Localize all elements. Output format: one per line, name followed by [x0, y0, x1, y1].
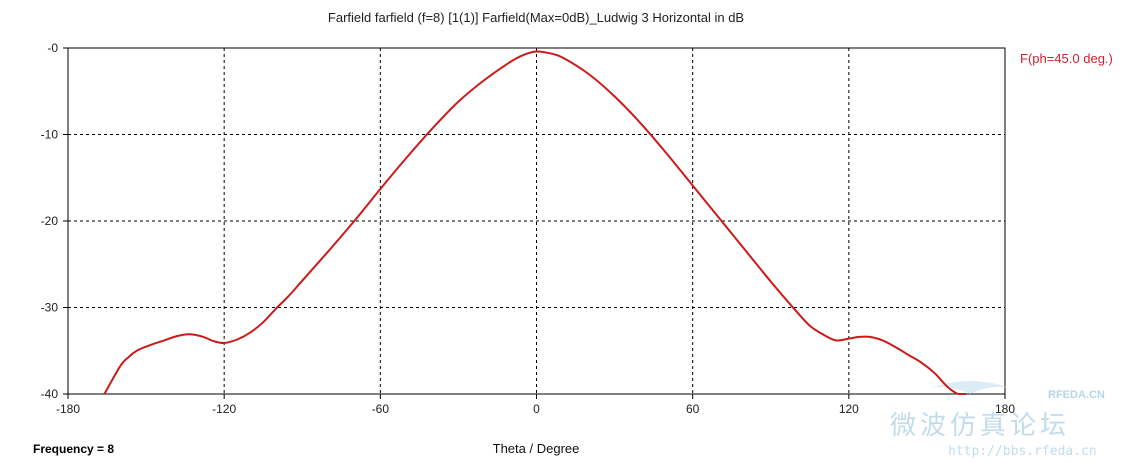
x-tick-label: -60: [372, 402, 390, 416]
x-axis-label: Theta / Degree: [493, 441, 580, 456]
watermark-cn: 微波仿真论坛: [890, 410, 1070, 440]
y-tick-label: -40: [41, 387, 59, 401]
series-line: [103, 50, 966, 395]
watermark-site: RFEDA.CN: [1048, 389, 1105, 401]
x-tick-label: 60: [686, 402, 700, 416]
x-tick-label: 0: [533, 402, 540, 416]
tick-labels: -180 -120 -60 0 60 120 180 -0 -10 -20 -30 -40: [41, 41, 1016, 416]
y-tick-label: -30: [41, 301, 59, 315]
series-lines: [103, 50, 966, 395]
y-tick-label: -0: [47, 41, 58, 55]
legend-entry: F(ph=45.0 deg.): [1020, 51, 1113, 66]
grid: [68, 48, 1005, 394]
x-tick-label: -120: [212, 402, 236, 416]
watermark-wings-logo: [930, 381, 1010, 394]
frequency-label: Frequency = 8: [33, 442, 114, 456]
y-tick-label: -10: [41, 128, 59, 142]
x-tick-label: 120: [839, 402, 859, 416]
x-tick-label: 180: [995, 402, 1015, 416]
watermark: RFEDA.CN 微波仿真论坛 http://bbs.rfeda.cn: [890, 381, 1105, 459]
chart-title: Farfield farfield (f=8) [1(1)] Farfield(…: [328, 10, 744, 25]
ticks: [63, 47, 1006, 399]
x-tick-label: -180: [56, 402, 80, 416]
watermark-url: http://bbs.rfeda.cn: [948, 444, 1097, 459]
y-tick-label: -20: [41, 214, 59, 228]
